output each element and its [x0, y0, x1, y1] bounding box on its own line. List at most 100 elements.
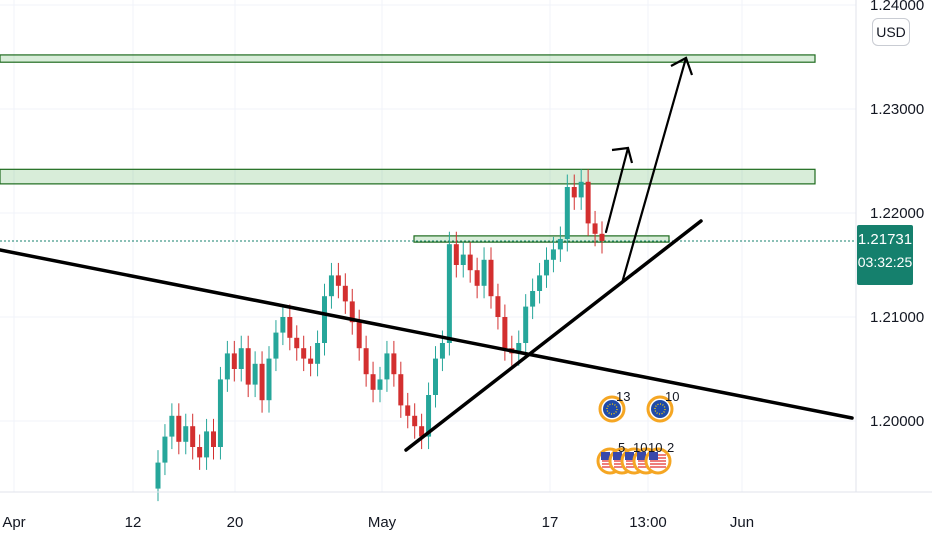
- candle-body: [578, 181, 584, 198]
- bar-countdown: 03:32:25: [857, 254, 913, 270]
- candle-body: [391, 353, 397, 375]
- candle-body: [530, 291, 536, 307]
- candle-body: [211, 431, 216, 447]
- projection-arrowhead-short: [611, 146, 634, 164]
- candle-body: [571, 187, 577, 198]
- y-tick-label: 1.20000: [870, 413, 924, 430]
- candle-body: [405, 405, 411, 416]
- candle-body: [460, 254, 466, 265]
- candle-body: [599, 233, 605, 241]
- candle-body: [363, 348, 369, 375]
- us-event-count: 10: [648, 440, 662, 455]
- trendline-drawings: [0, 56, 854, 452]
- descending-trendline[interactable]: [0, 248, 854, 420]
- candle-body: [384, 353, 390, 380]
- candle-body: [377, 379, 383, 390]
- eu-event-icon[interactable]: [646, 395, 674, 423]
- resistance-zone[interactable]: [0, 54, 816, 63]
- candle-body: [197, 447, 203, 458]
- eu-event-count: 13: [616, 389, 630, 404]
- candle-body: [231, 353, 237, 369]
- candle-body: [322, 296, 327, 343]
- us-event-icon[interactable]: [644, 447, 672, 475]
- candle-body: [259, 363, 265, 401]
- us-event-count: 10: [633, 440, 647, 455]
- us-event-count: 2: [667, 440, 674, 455]
- candle-body: [238, 348, 244, 369]
- candle-body: [315, 343, 321, 364]
- candle-body: [162, 436, 168, 463]
- resistance-zones: [0, 54, 816, 243]
- candle-body: [433, 358, 438, 395]
- candle-body: [335, 275, 341, 286]
- candle-body: [426, 395, 432, 437]
- time-axis[interactable]: Apr 12 20 May 17 13:00 Jun: [2, 514, 754, 531]
- candle-body: [419, 426, 425, 437]
- candle-body: [544, 259, 549, 276]
- candlestick-series: [155, 169, 605, 502]
- last-price-value: 1.21731: [857, 231, 913, 248]
- last-price-tag: 1.21731 03:32:25: [857, 225, 913, 285]
- candle-body: [564, 187, 570, 239]
- candle-body: [266, 358, 272, 401]
- candle-body: [356, 322, 362, 349]
- candle-body: [245, 348, 251, 385]
- candle-body: [190, 426, 196, 447]
- candle-body: [370, 374, 376, 390]
- price-axis[interactable]: 1.24000 1.23000 1.22000 1.21000 1.20000: [870, 0, 924, 430]
- x-tick-label: Jun: [730, 514, 754, 531]
- y-tick-label: 1.21000: [870, 309, 924, 326]
- x-tick-label: 17: [542, 514, 559, 531]
- candle-body: [585, 181, 591, 224]
- candle-body: [557, 239, 563, 250]
- ascending-trendline[interactable]: [404, 219, 703, 452]
- candle-body: [550, 249, 556, 260]
- candle-body: [488, 259, 494, 297]
- candle-body: [183, 426, 189, 442]
- candle-body: [516, 343, 522, 354]
- x-tick-label: May: [368, 514, 397, 531]
- candle-body: [592, 223, 598, 234]
- x-tick-label: 13:00: [629, 514, 667, 531]
- candle-body: [453, 244, 459, 265]
- candle-body: [287, 317, 293, 338]
- candle-body: [294, 337, 300, 349]
- candle-body: [342, 285, 348, 302]
- eu-event-count: 10: [665, 389, 679, 404]
- candle-body: [537, 275, 543, 291]
- candle-body: [176, 415, 182, 442]
- candle-body: [349, 301, 355, 323]
- candle-body: [224, 353, 230, 380]
- projection-arrow-short[interactable]: [604, 146, 630, 234]
- us-event-count: 5: [618, 440, 625, 455]
- resistance-zone[interactable]: [413, 235, 670, 243]
- x-tick-label: Apr: [2, 514, 25, 531]
- resistance-zone[interactable]: [0, 168, 816, 185]
- candle-body: [252, 363, 258, 385]
- candle-body: [217, 379, 223, 447]
- candle-body: [523, 306, 529, 343]
- candle-body: [467, 254, 473, 271]
- x-tick-label: 20: [227, 514, 244, 531]
- x-tick-label: 12: [125, 514, 142, 531]
- candle-body: [398, 374, 404, 406]
- candle-body: [446, 244, 452, 343]
- economic-events[interactable]: 13 105 10 10 2: [596, 389, 679, 475]
- y-tick-label: 1.22000: [870, 205, 924, 222]
- candle-body: [169, 415, 175, 437]
- candle-body: [328, 275, 334, 297]
- candle-body: [474, 270, 480, 286]
- candle-body: [280, 317, 286, 333]
- projection-arrow-long[interactable]: [620, 56, 688, 285]
- y-tick-label: 1.23000: [870, 101, 924, 118]
- currency-badge[interactable]: USD: [872, 18, 910, 46]
- candle-body: [204, 431, 210, 458]
- eu-event-icon[interactable]: [598, 395, 626, 423]
- candle-body: [439, 343, 445, 359]
- projection-arrowhead-long: [670, 56, 694, 76]
- candle-body: [495, 296, 501, 317]
- candle-body: [481, 259, 487, 286]
- candle-body: [308, 358, 314, 364]
- y-tick-label: 1.24000: [870, 0, 924, 14]
